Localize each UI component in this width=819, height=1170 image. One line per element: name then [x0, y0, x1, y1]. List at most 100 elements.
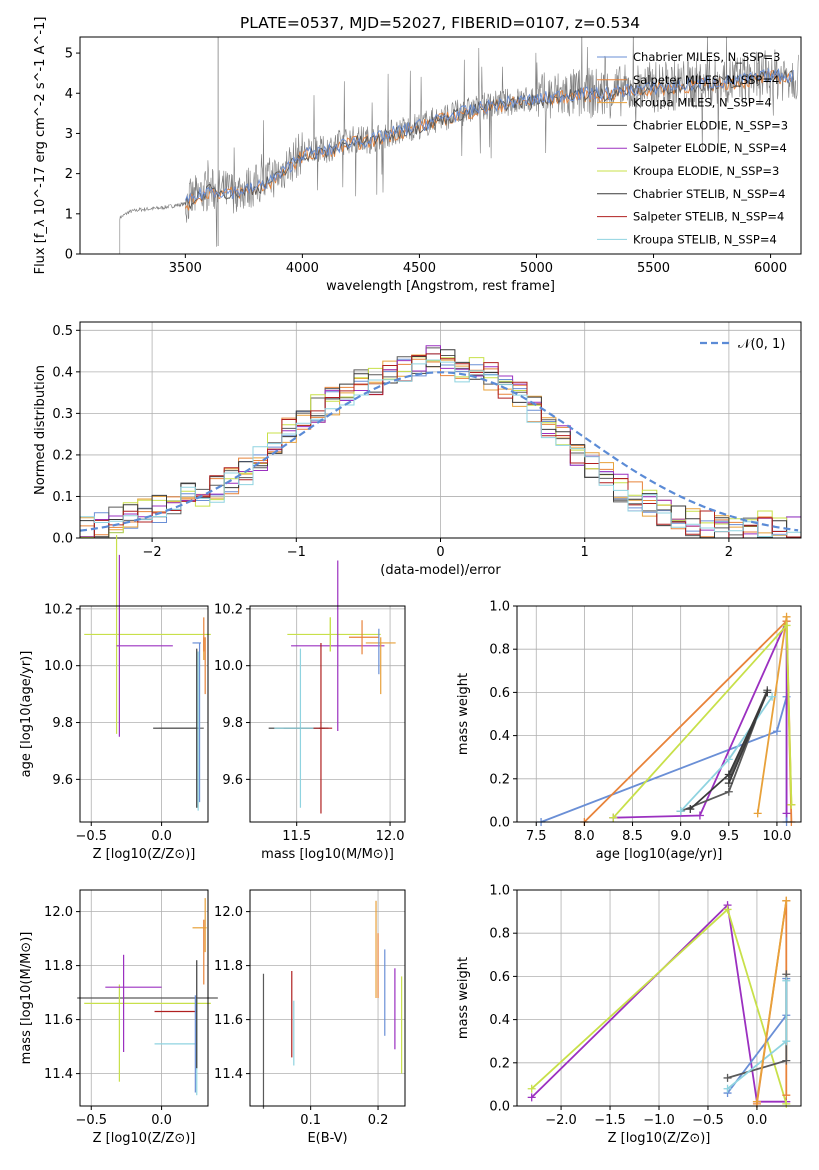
marker	[686, 805, 695, 814]
x-tick-label: 12.0	[376, 829, 405, 844]
marker	[527, 1084, 536, 1093]
legend-label: Kroupa ELODIE, N_SSP=3	[633, 164, 779, 178]
x-tick-label: 0.1	[300, 1113, 321, 1128]
y-tick-label: 0.2	[489, 1056, 510, 1071]
model-spectrum	[184, 68, 794, 210]
mass-weight-line	[756, 900, 788, 1102]
y-tick-label: 0.0	[489, 816, 510, 831]
marker	[782, 1037, 791, 1046]
x-tick-label: 4000	[286, 261, 319, 276]
legend-label: 𝒩(0, 1)	[738, 337, 785, 352]
x-axis-label: (data-model)/error	[380, 563, 501, 578]
y-tick-label: 0.4	[489, 729, 510, 744]
y-tick-label: 12.0	[214, 905, 243, 920]
marker	[787, 800, 796, 809]
y-tick-label: 0.8	[489, 643, 510, 658]
x-tick-label: 3500	[169, 261, 202, 276]
marker	[782, 809, 791, 818]
y-tick-label: 1	[65, 207, 73, 222]
x-tick-label: −0.5	[75, 1113, 107, 1128]
histogram-series	[80, 358, 801, 538]
marker	[782, 1099, 791, 1108]
axes-frame	[79, 889, 209, 1107]
x-tick-label: 5000	[520, 261, 553, 276]
x-tick-label: −2.0	[545, 1113, 577, 1128]
y-tick-label: 11.8	[44, 959, 73, 974]
x-axis-label: Z [log10(Z/Z⊙)]	[608, 1131, 711, 1146]
axes-frame	[79, 605, 209, 823]
legend-label: Salpeter MILES, N_SSP=4	[633, 73, 779, 87]
y-tick-label: 1.0	[489, 600, 510, 615]
y-tick-label: 3	[65, 127, 73, 142]
x-axis-label: E(B-V)	[307, 1131, 347, 1146]
x-tick-label: 8.5	[622, 829, 643, 844]
x-tick-label: −1	[287, 545, 306, 560]
y-tick-label: 11.6	[44, 1013, 73, 1028]
y-tick-label: 11.6	[214, 1013, 243, 1028]
marker	[724, 755, 733, 764]
legend-label: Salpeter STELIB, N_SSP=4	[633, 210, 784, 224]
y-tick-label: 11.8	[214, 959, 243, 974]
marker	[782, 896, 791, 905]
panel-mass_vs_ebv: 0.1 0.2 11.4 11.6 11.8 12.0 E(B-V)	[214, 889, 406, 1146]
legend: Chabrier MILES, N_SSP=3 Salpeter MILES, N…	[597, 50, 788, 246]
x-tick-label: 6000	[754, 261, 787, 276]
marker	[763, 688, 772, 697]
x-tick-label: −2	[143, 545, 162, 560]
x-axis-label: mass [log10(M/M⊙)]	[261, 847, 394, 862]
x-tick-label: 0	[436, 545, 444, 560]
x-axis-label: age [log10(age/yr)]	[596, 847, 723, 862]
y-axis-label: mass weight	[456, 673, 471, 755]
y-tick-label: 10.2	[44, 602, 73, 617]
panel-age_vs_Z: −0.5 0.0 9.6 9.8 10.0 10.2 Z [log10(Z/Z⊙)] age …	[19, 534, 211, 862]
y-tick-label: 9.6	[222, 773, 243, 788]
normal-curve	[79, 371, 799, 532]
figure-title: PLATE=0537, MJD=52027, FIBERID=0107, z=0…	[240, 14, 640, 32]
legend-label: Chabrier STELIB, N_SSP=4	[633, 187, 785, 201]
x-tick-label: 1	[581, 545, 589, 560]
x-tick-label: 8.0	[574, 829, 595, 844]
x-tick-label: 0.2	[368, 1113, 389, 1128]
y-tick-label: 10.0	[214, 659, 243, 674]
panel-weight_vs_age: 7.5 8.0 8.5 9.0 9.5 10.0 0.0 0.2 0.4 0.6 0.8 1.0 age…	[456, 600, 802, 862]
legend-label: Kroupa STELIB, N_SSP=4	[633, 232, 777, 246]
y-tick-label: 1.0	[489, 884, 510, 899]
x-tick-label: 9.5	[718, 829, 739, 844]
y-tick-label: 9.8	[52, 716, 73, 731]
axes-frame	[249, 605, 406, 823]
marker	[752, 1097, 761, 1106]
x-tick-label: −1.0	[643, 1113, 675, 1128]
mass-weight-line	[689, 692, 769, 810]
panel-mass_vs_Z: −0.5 0.0 11.4 11.6 11.8 12.0 Z [log10(Z/Z⊙)] ma…	[19, 889, 218, 1146]
marker	[782, 621, 791, 630]
x-tick-label: −0.5	[75, 829, 107, 844]
x-tick-label: 10.0	[762, 829, 791, 844]
y-tick-label: 10.0	[44, 659, 73, 674]
marker	[782, 612, 791, 621]
y-tick-label: 0.4	[489, 1013, 510, 1028]
x-axis-label: Z [log10(Z/Z⊙)]	[93, 1131, 196, 1146]
axes-frame	[249, 889, 406, 1107]
marker	[609, 813, 618, 822]
y-tick-label: 0.4	[52, 365, 73, 380]
y-tick-label: 0.6	[489, 970, 510, 985]
x-tick-label: 4500	[403, 261, 436, 276]
y-tick-label: 0	[65, 248, 73, 263]
mass-weight-line	[613, 620, 788, 819]
marker	[676, 807, 685, 816]
legend-label: Kroupa MILES, N_SSP=4	[633, 96, 772, 110]
x-axis-label: Z [log10(Z/Z⊙)]	[93, 847, 196, 862]
x-tick-label: −0.5	[692, 1113, 724, 1128]
y-tick-label: 0.5	[52, 324, 73, 339]
y-tick-label: 11.4	[44, 1067, 73, 1082]
legend-label: Chabrier ELODIE, N_SSP=3	[633, 118, 788, 132]
y-axis-label: mass [log10(M/M⊙)]	[19, 932, 34, 1065]
marker	[782, 1056, 791, 1065]
axes-frame	[516, 605, 802, 823]
mass-weight-line	[531, 903, 787, 1103]
marker	[527, 1093, 536, 1102]
y-tick-label: 0.2	[52, 448, 73, 463]
y-tick-label: 0.2	[489, 772, 510, 787]
x-tick-label: 2	[725, 545, 733, 560]
